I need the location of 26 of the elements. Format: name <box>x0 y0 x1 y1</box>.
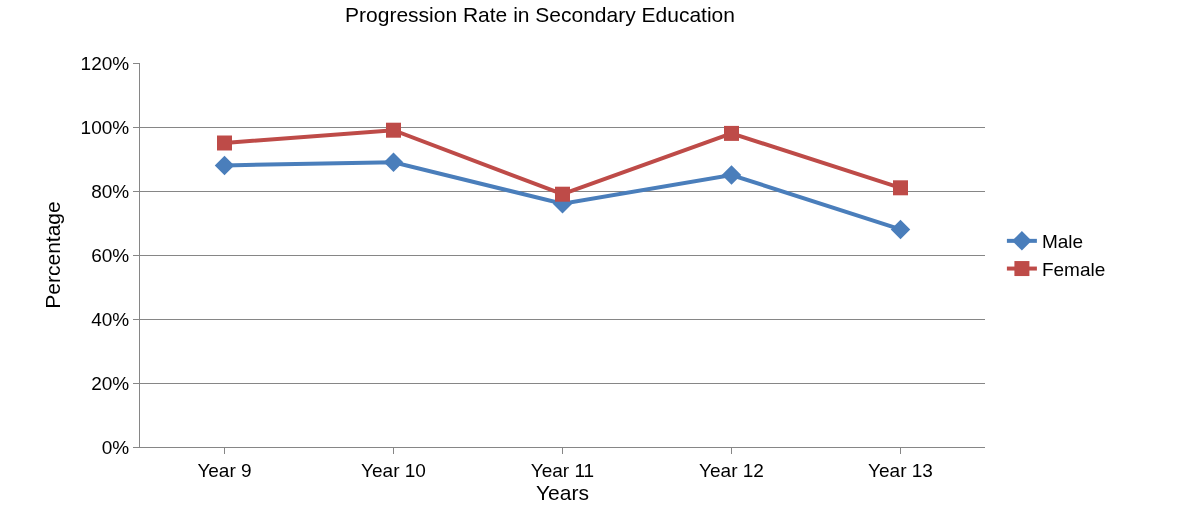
y-tick-label: 80% <box>91 180 130 202</box>
y-axis-title: Percentage <box>40 201 64 309</box>
x-tick-label: Year 13 <box>868 459 933 481</box>
x-tick-label: Year 10 <box>361 459 426 481</box>
point <box>214 155 235 176</box>
x-tick-label: Year 12 <box>699 459 764 481</box>
point <box>555 186 570 202</box>
y-tick-label: 120% <box>80 52 130 74</box>
legend-label: Female <box>1041 258 1106 280</box>
x-axis-title: Years <box>536 480 589 504</box>
y-tick-label: 60% <box>91 244 130 266</box>
x-tick-label: Year 9 <box>197 459 252 481</box>
chart-title: Progression Rate in Secondary Education <box>345 3 735 27</box>
point <box>724 125 739 141</box>
point <box>721 165 742 185</box>
x-tick-label: Year 11 <box>530 459 595 481</box>
legend-label: Male <box>1041 231 1084 253</box>
y-tick-label: 40% <box>91 308 130 330</box>
point <box>890 219 911 240</box>
y-tick-label: 20% <box>91 372 130 394</box>
point <box>217 135 232 151</box>
y-tick-label: 100% <box>80 116 130 138</box>
y-tick-label: 0% <box>101 436 130 458</box>
point <box>383 152 404 172</box>
point <box>386 122 401 138</box>
point <box>893 180 908 196</box>
